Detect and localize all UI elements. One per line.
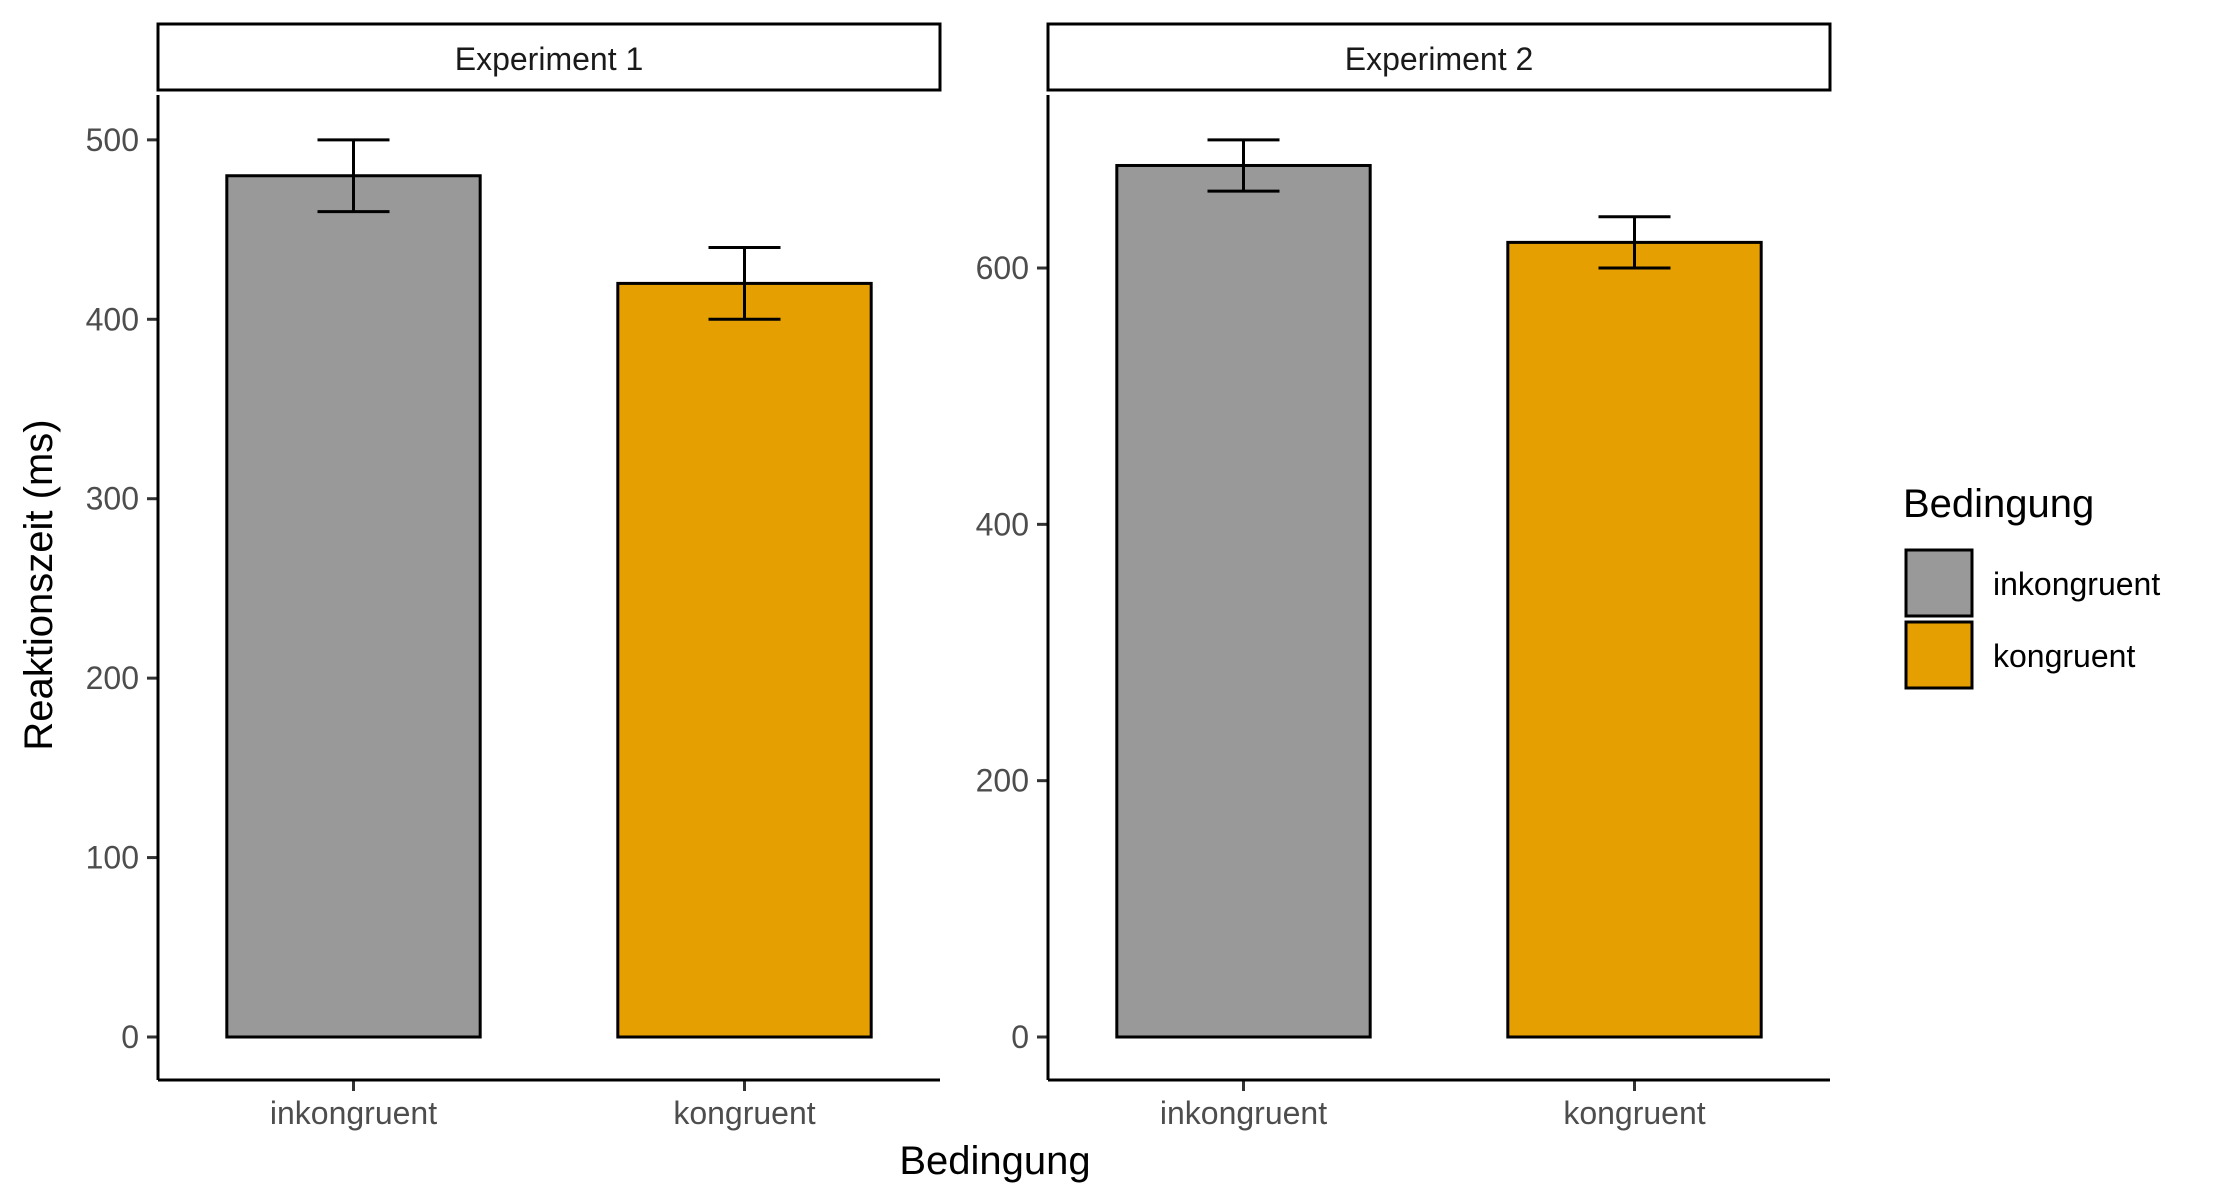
bar-inkongruent bbox=[1115, 163, 1372, 1039]
y-tick-label: 200 bbox=[976, 763, 1029, 799]
x-tick-label: kongruent bbox=[1563, 1095, 1705, 1131]
strip-label: Experiment 1 bbox=[455, 41, 644, 77]
bar-kongruent bbox=[1506, 240, 1763, 1039]
panel-2: Experiment 2 inkongruent kongruent 0 200 400 6… bbox=[976, 22, 1832, 1131]
x-tick-label: kongruent bbox=[673, 1095, 815, 1131]
strip-box bbox=[156, 22, 942, 92]
y-tick-label: 500 bbox=[86, 122, 139, 158]
strip-box bbox=[1046, 22, 1832, 92]
x-tick-label: inkongruent bbox=[270, 1095, 437, 1131]
legend-key-inkongruent bbox=[1904, 548, 1974, 618]
chart-panels: Experiment 1 inkongruent kongruent 0 100 200 3… bbox=[86, 22, 1832, 1131]
y-tick-label: 300 bbox=[86, 481, 139, 517]
x-axis-title: Bedingung bbox=[899, 1139, 1090, 1183]
x-tick-label: inkongruent bbox=[1160, 1095, 1327, 1131]
y-tick-label: 0 bbox=[121, 1019, 139, 1055]
legend-label: inkongruent bbox=[1993, 566, 2160, 602]
legend-key-kongruent bbox=[1904, 620, 1974, 690]
y-tick-label: 100 bbox=[86, 840, 139, 876]
panel-1: Experiment 1 inkongruent kongruent 0 100 200 3… bbox=[86, 22, 942, 1131]
y-axis-title: Reaktionszeit (ms) bbox=[17, 419, 61, 750]
y-tick-label: 400 bbox=[976, 506, 1029, 542]
strip-label: Experiment 2 bbox=[1345, 41, 1534, 77]
legend: Bedingung inkongruent kongruent bbox=[1903, 482, 2160, 690]
legend-title: Bedingung bbox=[1903, 482, 2094, 526]
bar-inkongruent bbox=[225, 174, 482, 1039]
bar-kongruent bbox=[616, 281, 873, 1039]
y-tick-label: 200 bbox=[86, 660, 139, 696]
y-tick-label: 400 bbox=[86, 301, 139, 337]
y-tick-label: 0 bbox=[1011, 1019, 1029, 1055]
legend-label: kongruent bbox=[1993, 638, 2135, 674]
y-tick-label: 600 bbox=[976, 250, 1029, 286]
